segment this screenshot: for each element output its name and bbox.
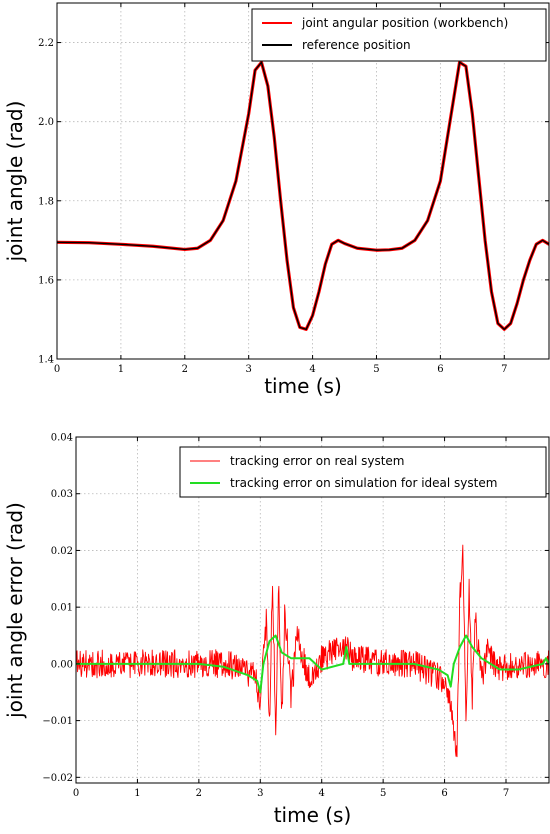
x-tick-label: 7 — [503, 788, 509, 799]
y-tick-label: 1.4 — [38, 355, 54, 366]
series-line-0 — [76, 544, 549, 758]
x-tick-label: 6 — [441, 788, 447, 799]
y-tick-label: 0.01 — [51, 603, 73, 614]
plot-frame — [56, 2, 550, 360]
x-tick-label: 7 — [501, 364, 507, 375]
legend-label: tracking error on simulation for ideal s… — [230, 476, 497, 490]
y-tick-label: 2.2 — [38, 38, 54, 49]
y-tick-label: 1.8 — [38, 196, 54, 207]
x-tick-label: 3 — [257, 788, 263, 799]
series-line-1 — [57, 61, 549, 331]
x-tick-label: 4 — [319, 788, 325, 799]
ticks: 0 1 2 3 4 5 6 7 −0.02 −0.01 0.00 0.01 0.02 0.03 0.04 — [42, 433, 549, 799]
legend-label: tracking error on real system — [230, 454, 404, 468]
ticks: 0 1 2 3 4 5 6 7 1.4 1.6 1.8 2.0 2.2 — [38, 3, 549, 375]
x-tick-label: 5 — [380, 788, 386, 799]
y-tick-label: 0.02 — [51, 546, 73, 557]
legend-box — [251, 8, 547, 62]
y-tick-label: 0.03 — [51, 489, 73, 500]
legend-box — [179, 446, 547, 498]
x-tick-label: 0 — [54, 364, 60, 375]
x-tick-label: 3 — [246, 364, 252, 375]
x-tick-label: 5 — [373, 364, 379, 375]
x-tick-label: 1 — [134, 788, 140, 799]
x-tick-label: 2 — [182, 364, 188, 375]
top-chart: 0 1 2 3 4 5 6 7 1.4 1.6 1.8 2.0 2.2 time (s) joint ang… — [3, 2, 550, 398]
x-tick-label: 1 — [118, 364, 124, 375]
x-tick-label: 0 — [73, 788, 79, 799]
legend-label: reference position — [302, 38, 411, 52]
plot-frame — [75, 436, 550, 784]
x-tick-label: 2 — [196, 788, 202, 799]
y-tick-label: −0.01 — [42, 716, 73, 727]
x-tick-label: 6 — [437, 364, 443, 375]
y-tick-label: 2.0 — [38, 117, 54, 128]
legend: joint angular position (workbench) refere… — [251, 8, 547, 62]
y-axis-label: joint angle error (rad) — [3, 502, 27, 719]
bottom-chart: 0 1 2 3 4 5 6 7 −0.02 −0.01 0.00 0.01 0.02 0.03 0.04 ti… — [3, 433, 550, 827]
y-tick-label: −0.02 — [42, 773, 73, 784]
series-line-0 — [57, 60, 549, 331]
series-line-1 — [76, 634, 549, 694]
plot-area — [76, 544, 549, 758]
x-axis-label: time (s) — [264, 374, 342, 398]
y-axis-label: joint angle (rad) — [3, 101, 27, 263]
legend-label: joint angular position (workbench) — [301, 16, 508, 30]
y-tick-label: 0.04 — [51, 433, 73, 444]
x-tick-label: 4 — [309, 364, 315, 375]
y-tick-label: 1.6 — [38, 275, 54, 286]
x-axis-label: time (s) — [274, 803, 352, 827]
y-tick-label: 0.00 — [51, 659, 73, 670]
plot-area — [57, 60, 549, 331]
legend: tracking error on real system tracking er… — [179, 446, 547, 498]
